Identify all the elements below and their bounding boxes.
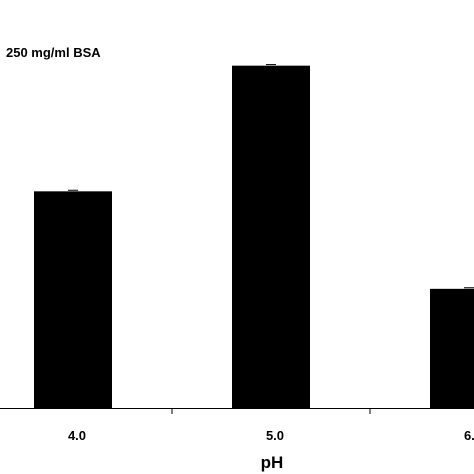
x-tick-label-5.0: 5.0 [266,428,284,443]
x-tick-label-4.0: 4.0 [68,428,86,443]
x-tick-label-6.0: 6.0 [464,428,474,443]
bar-4.0 [34,191,112,408]
bars-group [34,65,474,409]
bar-5.0 [232,65,310,409]
x-tick-labels: 4.0 5.0 6.0 [68,428,474,443]
x-axis-ticks [171,408,371,414]
chart-annotation: 250 mg/ml BSA [6,45,101,60]
bar-6.0 [430,288,474,408]
error-bars-group [68,64,474,289]
x-axis-title: pH [261,453,284,472]
